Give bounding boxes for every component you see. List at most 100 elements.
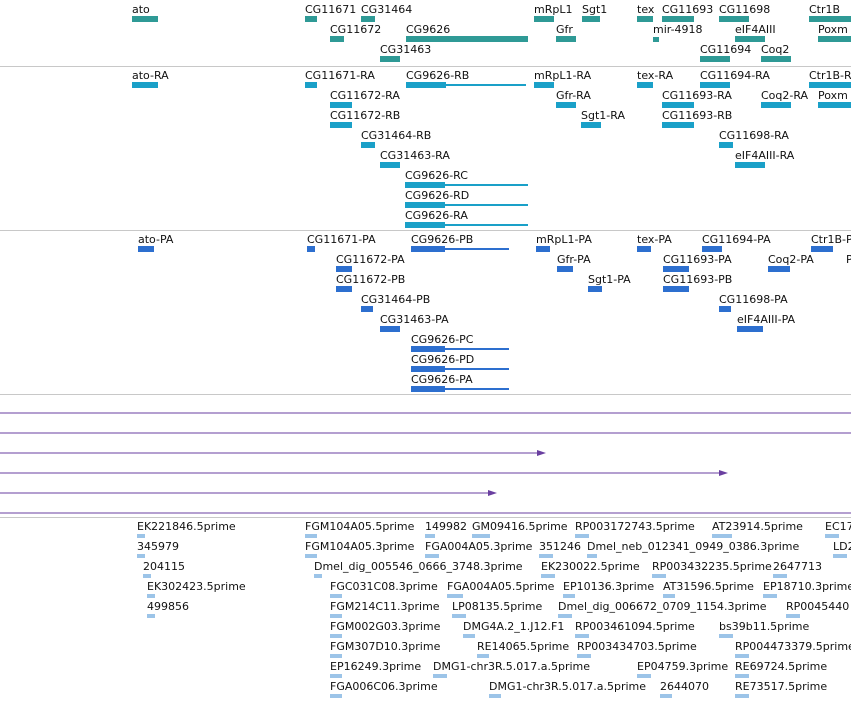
protein-label[interactable]: P bbox=[846, 253, 851, 266]
est-feature[interactable] bbox=[330, 614, 342, 618]
protein-label[interactable]: Coq2-PA bbox=[768, 253, 814, 266]
gene-feature[interactable] bbox=[361, 16, 375, 22]
est-label[interactable]: AT23914.5prime bbox=[712, 520, 803, 533]
est-feature[interactable] bbox=[489, 694, 501, 698]
est-feature[interactable] bbox=[447, 594, 463, 598]
est-label[interactable]: EP04759.3prime bbox=[637, 660, 729, 673]
transcript-label[interactable]: CG11671-RA bbox=[305, 69, 375, 82]
est-feature[interactable] bbox=[825, 534, 839, 538]
transcript-label[interactable]: CG31464-RB bbox=[361, 129, 432, 142]
est-label[interactable]: Dmel_neb_012341_0949_0386.3prime bbox=[587, 540, 800, 553]
protein-label[interactable]: eIF4AIII-PA bbox=[737, 313, 796, 326]
transcript-feature[interactable] bbox=[406, 82, 446, 88]
est-feature[interactable] bbox=[735, 694, 749, 698]
est-feature[interactable] bbox=[330, 654, 342, 658]
transcript-feature[interactable] bbox=[361, 142, 375, 148]
est-label[interactable]: Dmel_dig_005546_0666_3748.3prime bbox=[314, 560, 523, 573]
est-label[interactable]: 499856 bbox=[147, 600, 189, 613]
gene-feature[interactable] bbox=[761, 56, 791, 62]
gene-feature[interactable] bbox=[380, 56, 400, 62]
est-feature[interactable] bbox=[773, 574, 787, 578]
protein-feature[interactable] bbox=[411, 346, 445, 352]
gene-feature[interactable] bbox=[132, 16, 158, 22]
est-label[interactable]: RE69724.5prime bbox=[735, 660, 828, 673]
protein-label[interactable]: CG9626-PA bbox=[411, 373, 473, 386]
gene-feature[interactable] bbox=[653, 37, 659, 42]
gene-feature[interactable] bbox=[719, 16, 749, 22]
transcript-label[interactable]: Ctr1B-RA bbox=[809, 69, 851, 82]
gene-feature[interactable] bbox=[818, 36, 851, 42]
est-label[interactable]: RE14065.5prime bbox=[477, 640, 570, 653]
protein-feature[interactable] bbox=[307, 246, 315, 252]
est-feature[interactable] bbox=[305, 554, 317, 558]
protein-label[interactable]: CG11693-PA bbox=[663, 253, 732, 266]
transcript-feature[interactable] bbox=[445, 184, 528, 186]
est-label[interactable]: RE73517.5prime bbox=[735, 680, 828, 693]
est-feature[interactable] bbox=[652, 574, 666, 578]
est-label[interactable]: 351246 bbox=[539, 540, 581, 553]
protein-feature[interactable] bbox=[637, 246, 651, 252]
est-label[interactable]: 149982 bbox=[425, 520, 467, 533]
est-feature[interactable] bbox=[137, 534, 145, 538]
est-feature[interactable] bbox=[558, 614, 572, 618]
gene-feature[interactable] bbox=[330, 36, 344, 42]
est-label[interactable]: EP10136.3prime bbox=[563, 580, 655, 593]
protein-label[interactable]: CG11693-PB bbox=[663, 273, 733, 286]
protein-feature[interactable] bbox=[445, 368, 509, 370]
protein-label[interactable]: CG11698-PA bbox=[719, 293, 788, 306]
est-label[interactable]: FGA004A05.3prime bbox=[425, 540, 533, 553]
gene-feature[interactable] bbox=[406, 36, 528, 42]
est-feature[interactable] bbox=[433, 674, 447, 678]
gene-label[interactable]: mRpL1 bbox=[534, 3, 573, 16]
est-feature[interactable] bbox=[575, 634, 589, 638]
est-feature[interactable] bbox=[575, 534, 589, 538]
transcript-feature[interactable] bbox=[534, 82, 554, 88]
est-feature[interactable] bbox=[425, 554, 439, 558]
transcript-label[interactable]: Coq2-RA bbox=[761, 89, 809, 102]
est-feature[interactable] bbox=[137, 554, 145, 558]
gene-feature[interactable] bbox=[556, 36, 576, 42]
est-label[interactable]: 2647713 bbox=[773, 560, 822, 573]
est-feature[interactable] bbox=[763, 594, 777, 598]
protein-feature[interactable] bbox=[811, 246, 833, 252]
transcript-label[interactable]: CG11693-RB bbox=[662, 109, 733, 122]
est-label[interactable]: RP004473379.5prime bbox=[735, 640, 851, 653]
protein-feature[interactable] bbox=[380, 326, 400, 332]
transcript-label[interactable]: CG11672-RA bbox=[330, 89, 400, 102]
gene-label[interactable]: Poxm bbox=[818, 23, 848, 36]
transcript-feature[interactable] bbox=[132, 82, 158, 88]
est-feature[interactable] bbox=[719, 634, 733, 638]
est-feature[interactable] bbox=[833, 554, 847, 558]
est-label[interactable]: AT31596.5prime bbox=[663, 580, 754, 593]
protein-feature[interactable] bbox=[663, 266, 689, 272]
gene-label[interactable]: ato bbox=[132, 3, 150, 16]
protein-label[interactable]: Gfr-PA bbox=[557, 253, 591, 266]
gene-feature[interactable] bbox=[637, 16, 653, 22]
est-feature[interactable] bbox=[587, 554, 597, 558]
est-label[interactable]: FGA004A05.5prime bbox=[447, 580, 555, 593]
protein-label[interactable]: CG11671-PA bbox=[307, 233, 376, 246]
est-label[interactable]: RP0045440 bbox=[786, 600, 850, 613]
transcript-feature[interactable] bbox=[662, 122, 694, 128]
gene-label[interactable]: tex bbox=[637, 3, 655, 16]
transcript-feature[interactable] bbox=[556, 102, 576, 108]
transcript-label[interactable]: Sgt1-RA bbox=[581, 109, 625, 122]
est-feature[interactable] bbox=[786, 614, 800, 618]
est-feature[interactable] bbox=[539, 554, 553, 558]
est-feature[interactable] bbox=[463, 634, 475, 638]
gene-feature[interactable] bbox=[662, 16, 694, 22]
est-feature[interactable] bbox=[637, 674, 651, 678]
est-feature[interactable] bbox=[425, 534, 435, 538]
protein-label[interactable]: CG11672-PB bbox=[336, 273, 406, 286]
est-label[interactable]: RP003172743.5prime bbox=[575, 520, 695, 533]
transcript-label[interactable]: Poxm bbox=[818, 89, 848, 102]
est-label[interactable]: FGM002G03.3prime bbox=[330, 620, 441, 633]
est-label[interactable]: GM09416.5prime bbox=[472, 520, 568, 533]
transcript-label[interactable]: CG9626-RA bbox=[405, 209, 468, 222]
transcript-label[interactable]: CG31463-RA bbox=[380, 149, 450, 162]
gene-label[interactable]: Coq2 bbox=[761, 43, 790, 56]
transcript-label[interactable]: tex-RA bbox=[637, 69, 674, 82]
gene-label[interactable]: CG9626 bbox=[406, 23, 451, 36]
est-label[interactable]: LP08135.5prime bbox=[452, 600, 543, 613]
protein-feature[interactable] bbox=[702, 246, 722, 252]
